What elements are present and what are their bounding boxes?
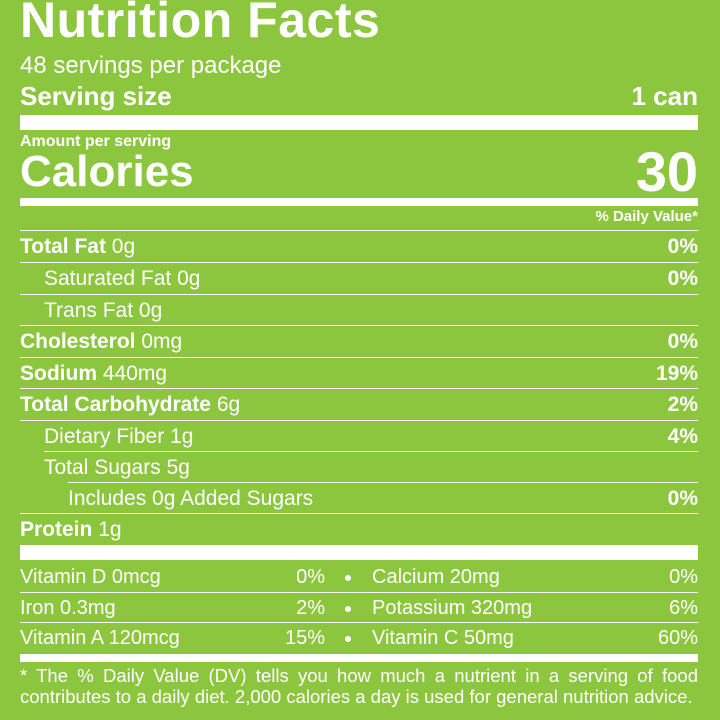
nutrient-amount: 0g bbox=[138, 299, 163, 322]
nutrient-name: Sodium bbox=[20, 362, 97, 385]
nutrient-name: Cholesterol bbox=[20, 330, 136, 353]
vitamin-name: Potassium 320mg bbox=[372, 597, 533, 619]
nutrient-row: Dietary Fiber 1g 4% bbox=[20, 420, 698, 452]
nutrient-dv: 4% bbox=[667, 425, 698, 448]
nutrient-name: Dietary Fiber bbox=[44, 425, 165, 448]
vitamin: Vitamin A 120mcg 15% bbox=[20, 623, 325, 653]
nutrient-name: Total Fat bbox=[20, 235, 106, 258]
nutrient-row: Saturated Fat 0g 0% bbox=[20, 262, 698, 294]
nutrient-dv: 0% bbox=[667, 487, 698, 510]
nutrient-dv: 0% bbox=[667, 330, 698, 353]
nutrient-row: Total Fat 0g 0% bbox=[20, 230, 698, 262]
nutrient-dv: 2% bbox=[667, 393, 698, 416]
medium-rule bbox=[20, 654, 698, 662]
nutrient-amount: 5g bbox=[166, 456, 190, 479]
bullet bbox=[345, 606, 351, 612]
nutrient-name: Includes 0g Added Sugars bbox=[68, 487, 314, 510]
servings: 48 servings per package bbox=[20, 52, 282, 79]
vitamin: Iron 0.3mg 2% bbox=[20, 593, 325, 623]
nutrient: Sodium 440mg bbox=[20, 358, 167, 389]
vitamin: Vitamin D 0mcg 0% bbox=[20, 562, 325, 592]
vitamin: Potassium 320mg 6% bbox=[372, 593, 698, 623]
vitamin-dv: 0% bbox=[296, 566, 325, 588]
nutrient-name: Total Sugars bbox=[44, 456, 161, 479]
thick-rule bbox=[20, 545, 698, 560]
nutrient-amount: 0mg bbox=[141, 330, 183, 353]
nutrient: Protein 1g bbox=[20, 514, 122, 545]
vitamin-dv: 60% bbox=[657, 627, 698, 649]
nutrient-row: Total Carbohydrate 6g 2% bbox=[20, 388, 698, 420]
vitamin-dv: 0% bbox=[669, 566, 698, 588]
nutrient-dv: 19% bbox=[655, 362, 698, 385]
nutrient: Total Sugars 5g bbox=[44, 452, 190, 483]
thick-rule bbox=[20, 115, 698, 130]
serving-size: Serving size 1 can bbox=[20, 80, 698, 112]
nutrient: Total Fat 0g bbox=[20, 231, 135, 262]
nutrient: Cholesterol 0mg bbox=[20, 326, 182, 357]
nutrient-amount: 0g bbox=[177, 267, 201, 290]
nutrient-dv: 0% bbox=[667, 267, 698, 290]
nutrient-amount: 1g bbox=[98, 518, 122, 541]
calories-value: 30 bbox=[635, 140, 698, 203]
nutrient-amount: 6g bbox=[216, 393, 241, 416]
nutrient-row: Protein 1g bbox=[20, 513, 698, 545]
vitamin-name: Iron 0.3mg bbox=[20, 597, 116, 619]
nutrient: Saturated Fat 0g bbox=[44, 263, 200, 294]
medium-rule bbox=[20, 198, 698, 206]
nutrient-name: Saturated Fat bbox=[44, 267, 172, 290]
vitamin-name: Vitamin D 0mcg bbox=[20, 566, 161, 588]
vitamin-row: Iron 0.3mg 2% Potassium 320mg 6% bbox=[20, 592, 698, 623]
nutrient-amount: 0g bbox=[111, 235, 136, 258]
vitamin-name: Vitamin C 50mg bbox=[372, 627, 514, 649]
nutrient-name: Protein bbox=[20, 518, 93, 541]
nutrient-amount: 440mg bbox=[102, 362, 168, 385]
bullet bbox=[345, 575, 351, 581]
nutrient-row: Total Sugars 5g bbox=[44, 451, 698, 483]
nutrient-row: Cholesterol 0mg 0% bbox=[20, 325, 698, 357]
bullet bbox=[345, 636, 351, 642]
vitamin-row: Vitamin A 120mcg 15% Vitamin C 50mg 60% bbox=[20, 622, 698, 653]
serving-size-value: 1 can bbox=[631, 81, 699, 111]
footnote: * The % Daily Value (DV) tells you how m… bbox=[20, 665, 698, 707]
vitamin: Vitamin C 50mg 60% bbox=[372, 623, 698, 653]
vitamin-row: Vitamin D 0mcg 0% Calcium 20mg 0% bbox=[20, 562, 698, 592]
vitamin-dv: 6% bbox=[669, 597, 698, 619]
title: Nutrition Facts bbox=[20, 0, 381, 48]
amount-per-serving: Amount per serving bbox=[20, 133, 172, 150]
serving-size-label: Serving size bbox=[20, 81, 172, 111]
nutrient-row: Sodium 440mg 19% bbox=[20, 357, 698, 389]
nutrient-amount: 1g bbox=[170, 425, 194, 448]
nutrient-name: Trans Fat bbox=[44, 299, 134, 322]
nutrient: Total Carbohydrate 6g bbox=[20, 389, 240, 420]
nutrient-name: Total Carbohydrate bbox=[20, 393, 211, 416]
vitamin-dv: 2% bbox=[296, 597, 325, 619]
calories: Calories 30 bbox=[20, 140, 698, 203]
vitamin: Calcium 20mg 0% bbox=[372, 562, 698, 592]
nutrient-row: Trans Fat 0g bbox=[20, 294, 698, 326]
vitamin-name: Vitamin A 120mcg bbox=[20, 627, 180, 649]
nutrient-dv: 0% bbox=[667, 235, 698, 258]
nutrient: Dietary Fiber 1g bbox=[44, 421, 193, 452]
nutrient-row: Includes 0g Added Sugars 0% bbox=[68, 482, 698, 514]
vitamin-dv: 15% bbox=[284, 627, 325, 649]
daily-value-header: % Daily Value* bbox=[595, 208, 698, 225]
nutrient: Trans Fat 0g bbox=[44, 295, 162, 326]
vitamin-name: Calcium 20mg bbox=[372, 566, 500, 588]
calories-label: Calories bbox=[20, 147, 194, 196]
